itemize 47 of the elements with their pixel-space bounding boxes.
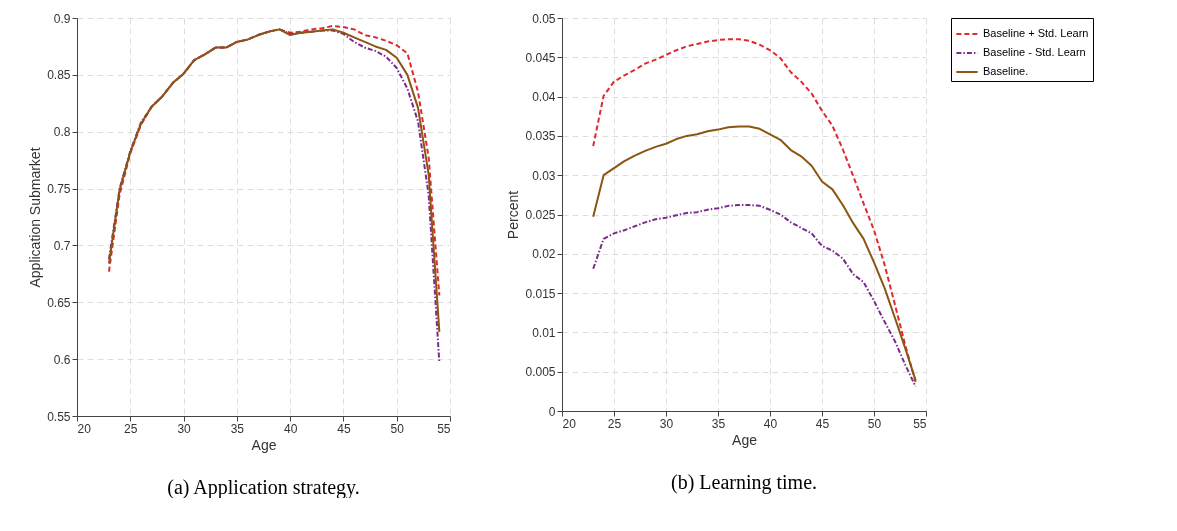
x-tick-label: 30: [177, 421, 192, 436]
x-tick-label: 45: [337, 421, 351, 436]
y-tick-label: 0.005: [525, 365, 556, 380]
y-tick-label: 0.55: [47, 409, 71, 424]
y-tick-label: 0.01: [532, 325, 556, 340]
y-tick-label: 0.05: [532, 11, 556, 26]
x-tick-label: 55: [913, 416, 927, 431]
x-axis-title: Age: [732, 431, 758, 448]
y-tick-label: 0.03: [532, 168, 556, 183]
x-tick-label: 25: [124, 421, 138, 436]
x-tick-label: 30: [659, 416, 674, 431]
line-series: [592, 125, 917, 382]
x-tick-label: 50: [390, 421, 405, 436]
x-tick-label: 40: [283, 421, 298, 436]
y-tick-label: 0.025: [525, 208, 556, 222]
y-axis-title: Application Submarket: [27, 147, 44, 288]
x-tick-label: 20: [562, 416, 577, 431]
y-tick-label: 0.75: [47, 182, 71, 197]
y-tick-label: 0.6: [53, 352, 71, 367]
y-tick-label: 0.045: [525, 50, 556, 65]
y-tick-label: 0.85: [47, 68, 71, 83]
legend-label: Baseline.: [983, 65, 1029, 77]
x-tick-label: 20: [77, 421, 92, 436]
x-tick-label: 35: [230, 421, 245, 436]
y-tick-label: 0.02: [532, 247, 556, 262]
legend-label: Baseline - Std. Learn: [983, 46, 1086, 58]
x-tick-label: 50: [867, 416, 882, 431]
y-tick-label: 0.7: [53, 238, 71, 253]
line-series: [592, 204, 917, 388]
line-series: [592, 38, 917, 383]
legend-label: Baseline + Std. Learn: [983, 27, 1089, 39]
y-tick-label: 0.65: [47, 295, 71, 310]
text: (a) Application strategy.: [167, 476, 360, 499]
x-tick-label: 25: [607, 416, 622, 431]
x-tick-label: 40: [763, 416, 778, 431]
y-axis-title: Percent: [505, 190, 522, 240]
text: (b) Learning time.: [670, 471, 818, 494]
x-tick-label: 45: [815, 416, 830, 431]
y-tick-label: 0.04: [532, 90, 556, 105]
x-axis-title: Age: [251, 436, 277, 453]
x-tick-label: 55: [437, 421, 451, 436]
y-tick-label: 0.035: [525, 129, 556, 144]
y-tick-label: 0.8: [53, 125, 71, 140]
y-tick-label: 0: [548, 404, 556, 419]
x-tick-label: 35: [711, 416, 726, 431]
y-tick-label: 0.9: [53, 11, 71, 26]
y-tick-label: 0.015: [525, 286, 556, 301]
